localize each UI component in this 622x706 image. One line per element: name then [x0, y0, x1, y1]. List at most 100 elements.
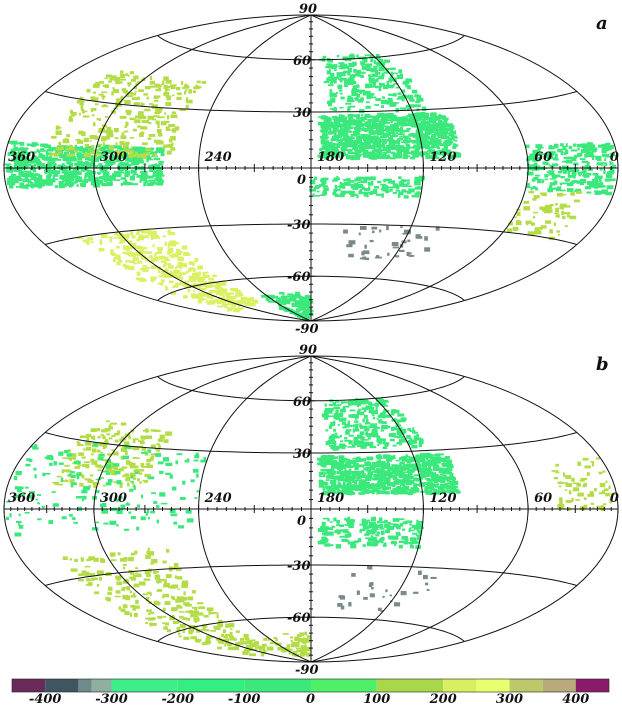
field-7-55	[389, 188, 393, 192]
field-5-58	[326, 538, 329, 543]
field-6-9	[288, 301, 291, 305]
field-3-135	[80, 557, 84, 562]
field-0-592	[361, 473, 365, 477]
field-4-29	[120, 95, 124, 99]
field-8-24	[569, 215, 577, 220]
field-0-698	[378, 128, 382, 133]
field-0-774	[381, 117, 387, 122]
field-3-281	[243, 633, 249, 638]
field-2-674	[40, 148, 45, 152]
field-0-49	[358, 492, 363, 495]
field-5-65	[365, 537, 371, 539]
field-0-345	[405, 454, 408, 457]
field-5-120	[160, 260, 166, 263]
field-0-426	[337, 466, 341, 471]
field-0-892	[343, 125, 348, 130]
field-3-250	[559, 182, 562, 186]
field-2-172	[110, 422, 117, 425]
field-0-636	[422, 462, 427, 466]
field-4-147	[168, 138, 173, 143]
field-2-188	[10, 150, 13, 153]
field-1-227	[378, 75, 384, 80]
field-3-72	[577, 188, 582, 191]
field-2-158	[126, 476, 131, 481]
field-3-119	[604, 158, 607, 161]
field-0-104	[392, 457, 396, 460]
field-0-122	[453, 139, 458, 142]
field-7-126	[335, 194, 342, 197]
field-1-164	[398, 434, 403, 438]
field-0-12	[444, 456, 450, 460]
field-2-562	[97, 151, 101, 154]
field-1-140	[327, 84, 334, 87]
field-5-206	[219, 291, 224, 294]
field-0-860	[424, 124, 427, 127]
field-3-155	[156, 570, 160, 573]
field-3-257	[575, 188, 578, 191]
field-3-113	[612, 164, 617, 168]
field-0-450	[368, 145, 376, 150]
field-0-617	[454, 487, 457, 492]
field-0-285	[428, 478, 434, 482]
field-5-144	[114, 256, 121, 260]
field-4-61	[82, 115, 90, 118]
field-1-208	[334, 400, 340, 403]
field-0-669	[368, 483, 372, 487]
field-0-727	[420, 112, 426, 116]
field-5-335	[216, 305, 223, 308]
field-3-71	[139, 581, 146, 586]
field-1-272	[331, 421, 334, 425]
field-3-236	[601, 147, 609, 152]
field-1-105	[401, 429, 407, 434]
field-1-217	[343, 84, 348, 87]
field-3-299	[161, 596, 164, 599]
field-5-62	[418, 532, 422, 535]
field-0-404	[407, 137, 412, 140]
field-7-114	[357, 181, 365, 184]
field-2-539	[136, 174, 143, 178]
field-1-211	[364, 58, 368, 63]
field-4-60	[108, 145, 114, 150]
field-2-53	[114, 439, 119, 443]
field-5-165	[235, 289, 241, 294]
field-0-537	[341, 490, 348, 495]
field-2-113	[124, 441, 130, 446]
field-2-590	[48, 174, 51, 179]
field-1-160	[345, 79, 349, 82]
field-3-96	[595, 175, 603, 179]
field-4-77	[105, 115, 109, 118]
field-4-268	[54, 153, 60, 157]
field-1-78	[421, 106, 426, 109]
field-3-107	[552, 163, 559, 167]
field-1-269	[367, 405, 372, 410]
field-0-707	[362, 483, 366, 488]
field-1-57	[405, 83, 408, 88]
field-3-254	[607, 146, 611, 150]
field-5-57	[348, 519, 355, 523]
field-5-248	[213, 285, 220, 287]
field-1-158	[364, 425, 368, 430]
field-3-99	[164, 579, 167, 583]
field-3-290	[266, 646, 274, 651]
field-0-267	[371, 488, 378, 492]
field-4-87	[129, 149, 134, 154]
field-2-342	[60, 175, 63, 178]
field-1-21	[346, 99, 354, 102]
field-2-214	[9, 184, 14, 189]
field-0-634	[385, 144, 393, 150]
field-0-4	[420, 120, 427, 125]
field-7-62	[357, 179, 362, 182]
field-0-750	[392, 145, 396, 149]
field-4-195	[122, 89, 128, 94]
field-2-297	[107, 182, 113, 186]
field-5-131	[205, 271, 209, 274]
field-1-165	[378, 87, 382, 92]
field-4-283	[134, 90, 137, 93]
field-1-266	[361, 438, 364, 443]
field-0-754	[362, 151, 365, 156]
field-2-645	[78, 148, 84, 152]
field-8-59	[534, 227, 540, 232]
field-2-133	[133, 465, 139, 469]
field-3-252	[576, 180, 583, 184]
field-2-573	[25, 153, 31, 156]
